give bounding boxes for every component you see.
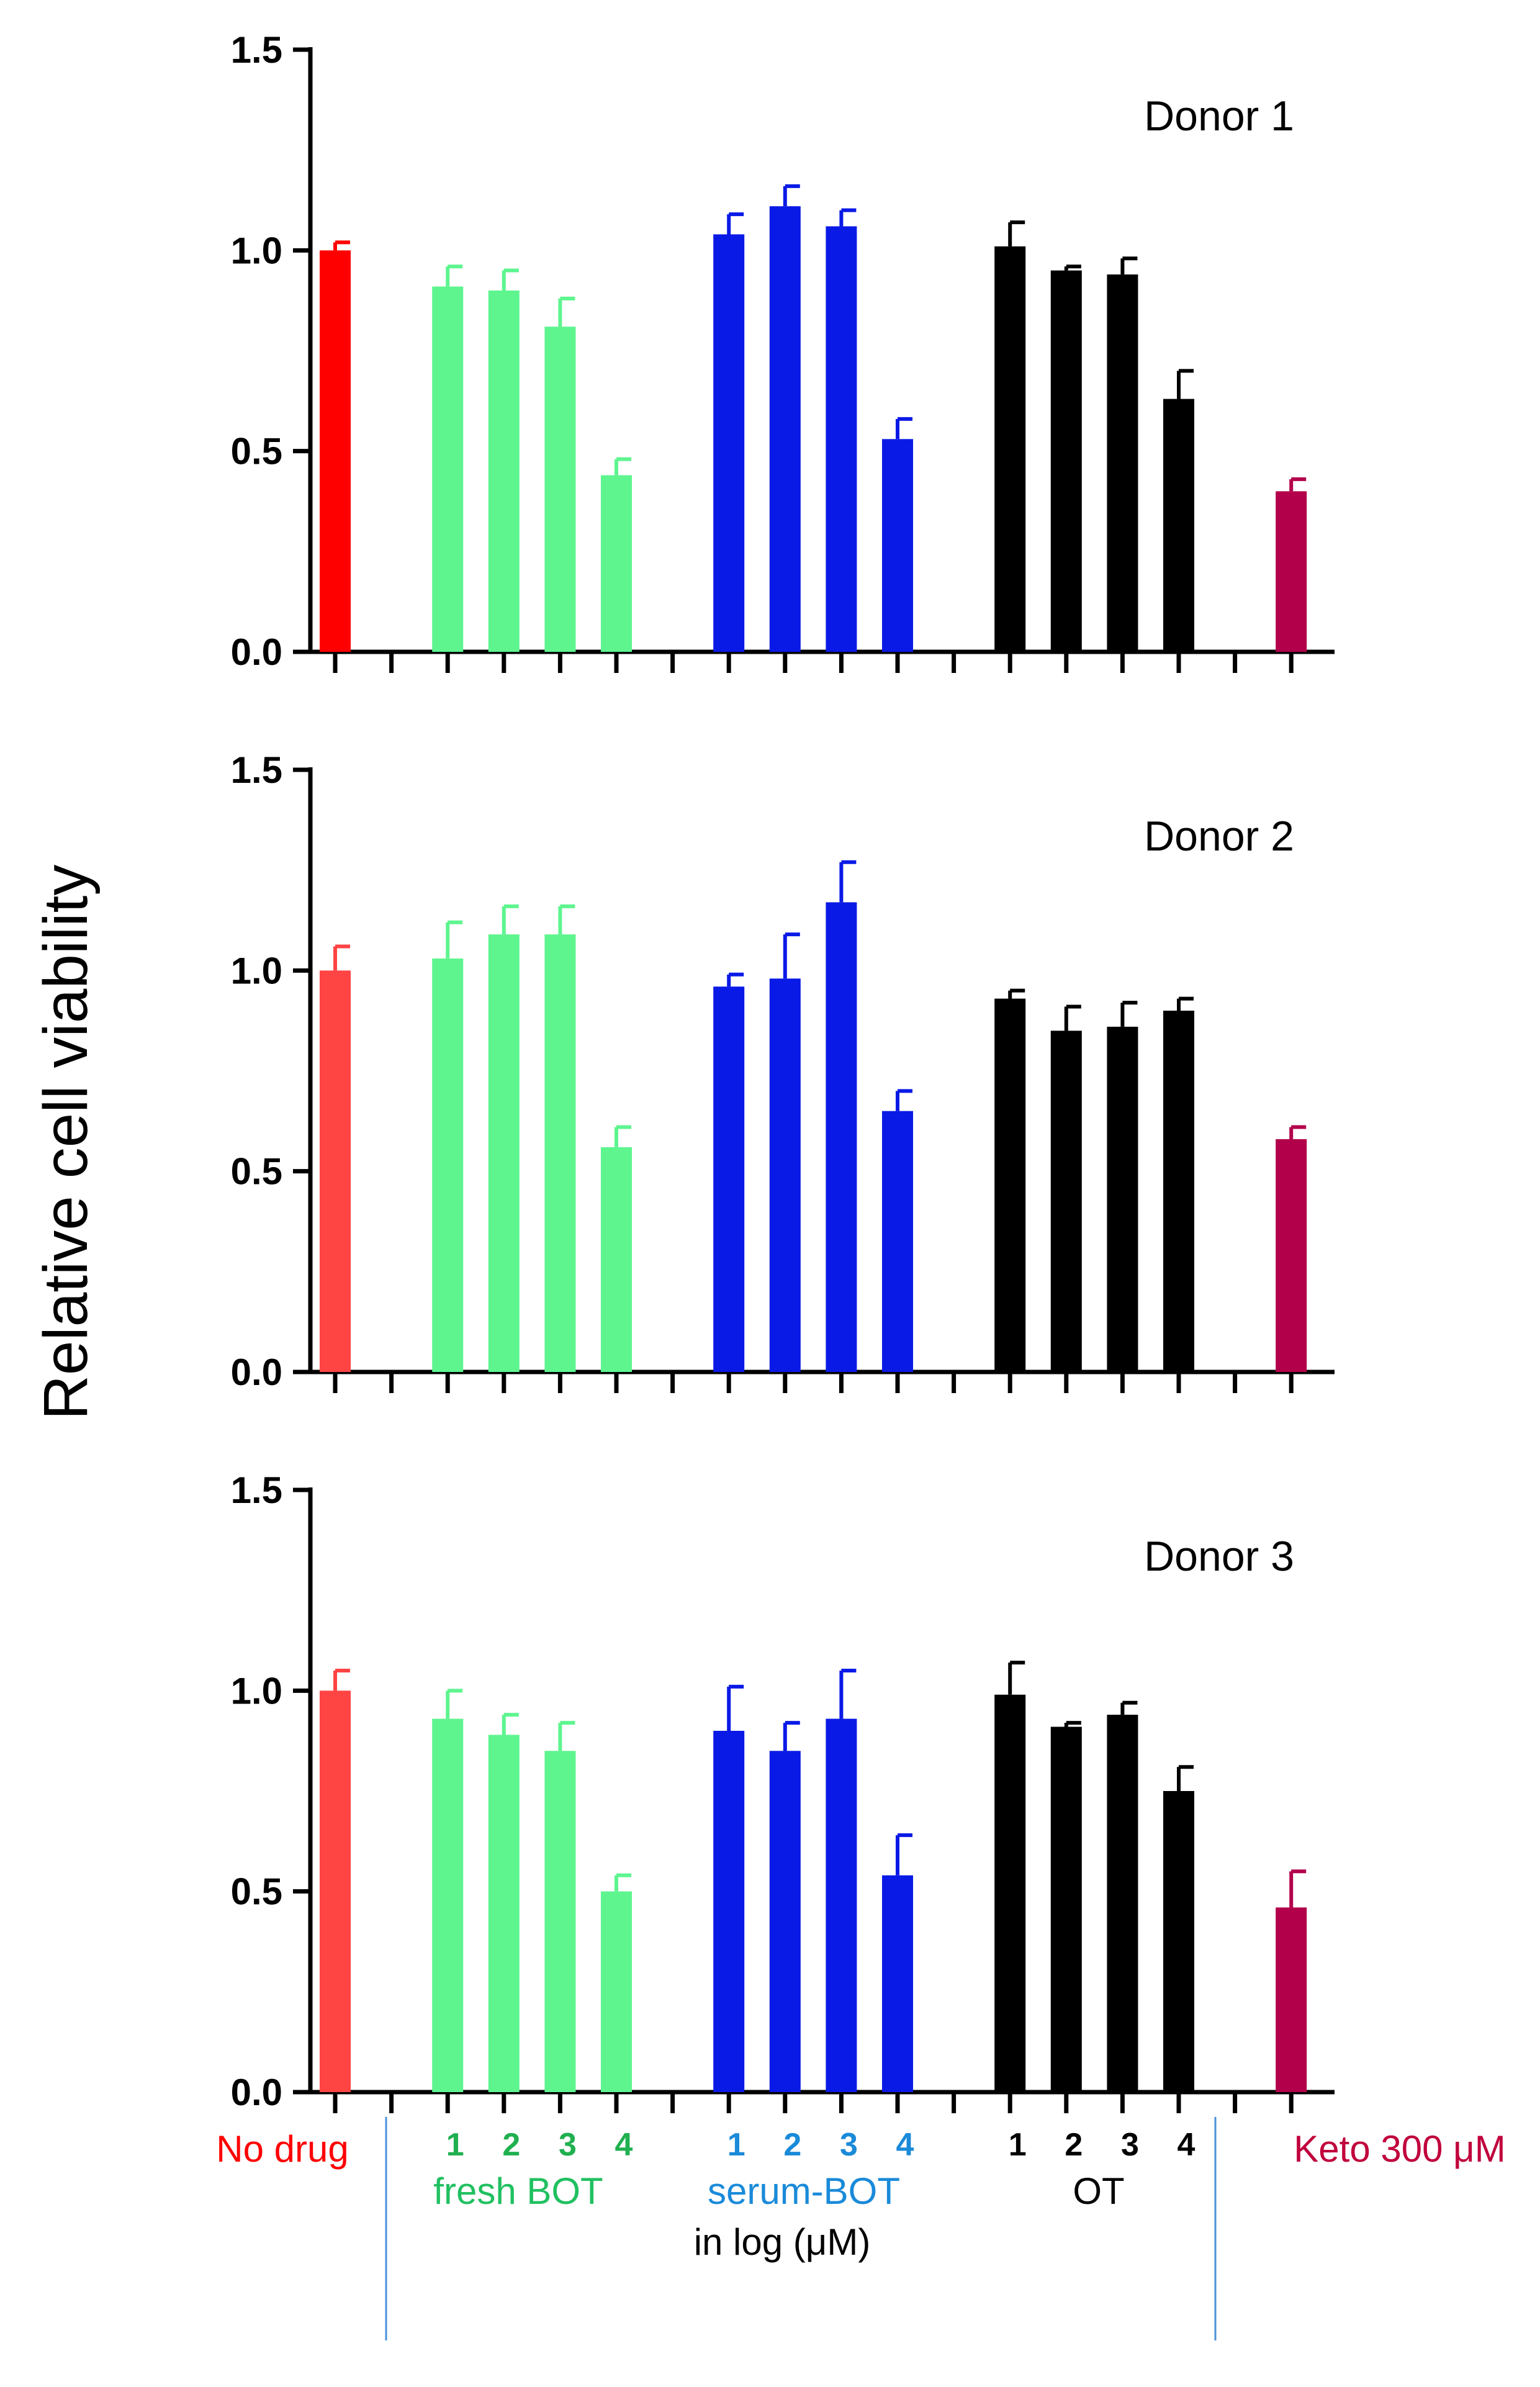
bar-ot-1 [994,998,1026,1372]
dose-number-label: 1 [727,2127,745,2163]
y-axis-label: Relative cell viability [31,865,101,1420]
bar-ot-2 [1050,1031,1082,1372]
bar-keto-300-m-1 [1276,1907,1307,2092]
bar-fresh-bot-1 [432,958,464,1372]
bar-serum-bot-3 [826,226,857,652]
y-tick-label: 0.5 [231,431,282,472]
y-tick-label: 0.5 [231,1151,282,1193]
bar-serum-bot-2 [769,978,801,1372]
bar-keto-300-m-1 [1276,491,1307,652]
bar-keto-300-m-1 [1276,1139,1307,1372]
bar-serum-bot-4 [882,439,913,652]
bar-fresh-bot-4 [601,475,632,652]
bar-fresh-bot-1 [432,286,464,652]
bar-fresh-bot-4 [601,1147,632,1372]
bar-serum-bot-4 [882,1111,913,1372]
bar-fresh-bot-4 [601,1891,632,2092]
bar-ot-1 [994,1694,1026,2092]
bar-ot-3 [1107,1715,1138,2092]
y-tick-label: 1.0 [231,230,282,271]
bar-no-drug-1 [320,970,351,1372]
group-label-serum-bot: serum-BOT [708,2170,900,2212]
y-tick-label: 1.0 [231,1670,282,1712]
bar-fresh-bot-1 [432,1718,464,2092]
bar-serum-bot-1 [713,1731,745,2092]
dose-number-label: 2 [1065,2127,1083,2163]
panel-title: Donor 2 [1144,813,1294,860]
bar-fresh-bot-3 [544,327,576,652]
dose-number-label: 3 [840,2127,858,2163]
bar-ot-1 [994,246,1026,652]
dose-number-label: 3 [1121,2127,1139,2163]
bar-fresh-bot-2 [488,934,520,1372]
bar-no-drug-1 [320,250,351,652]
bar-serum-bot-2 [769,1751,801,2092]
panel-2: 0.0 0.5 1.0 1.5 Donor 2 [231,749,1335,1393]
bar-ot-3 [1107,1026,1138,1372]
y-tick-label: 1.5 [231,29,282,71]
bar-serum-bot-4 [882,1875,913,2092]
panel-title: Donor 3 [1144,1533,1294,1580]
panel-title: Donor 1 [1144,93,1294,140]
dose-number-label: 1 [1009,2127,1027,2163]
y-tick-label: 0.5 [231,1871,282,1913]
bar-fresh-bot-3 [544,1751,576,2092]
group-label-fresh-bot: fresh BOT [433,2170,603,2212]
bar-fresh-bot-3 [544,934,576,1372]
dose-number-label: 4 [1178,2127,1196,2163]
dose-number-label: 2 [502,2127,520,2163]
panel-3: 0.0 0.5 1.0 1.5 Donor 3 [231,1469,1335,2113]
bar-ot-4 [1163,1791,1194,2092]
y-tick-label: 0.0 [231,2072,282,2113]
x-axis-category-labels: 1 2 3 4 1 2 3 4 1 2 3 4 No drug fresh BOT serum-BOT OT K… [216,2117,1506,2340]
y-tick-label: 0.0 [231,631,282,673]
bar-serum-bot-2 [769,206,801,652]
bar-ot-4 [1163,1011,1194,1372]
dose-number-label: 3 [559,2127,577,2163]
group-label-no-drug: No drug [216,2128,348,2170]
y-tick-label: 1.5 [231,1469,282,1511]
bar-ot-2 [1050,1726,1082,2092]
dose-number-label: 4 [615,2127,633,2163]
y-tick-label: 0.0 [231,1351,282,1393]
y-tick-label: 1.0 [231,950,282,991]
dose-number-label: 1 [446,2127,464,2163]
y-tick-label: 1.5 [231,749,282,791]
bar-ot-4 [1163,399,1194,652]
bar-serum-bot-1 [713,986,745,1372]
bar-ot-3 [1107,274,1138,652]
group-label-ot: OT [1073,2170,1124,2212]
panel-1: 0.0 0.5 1.0 1.5 Donor 1 [231,29,1335,673]
bar-serum-bot-1 [713,234,745,652]
bar-fresh-bot-2 [488,291,520,652]
bar-serum-bot-3 [826,902,857,1372]
x-axis-unit-note: in log (μM) [694,2221,871,2263]
bar-ot-2 [1050,270,1082,652]
group-label-keto-300-m: Keto 300 μM [1294,2128,1505,2170]
bar-no-drug-1 [320,1690,351,2092]
bar-serum-bot-3 [826,1718,857,2092]
dose-number-label: 4 [896,2127,914,2163]
dose-number-label: 2 [783,2127,801,2163]
bar-fresh-bot-2 [488,1735,520,2092]
